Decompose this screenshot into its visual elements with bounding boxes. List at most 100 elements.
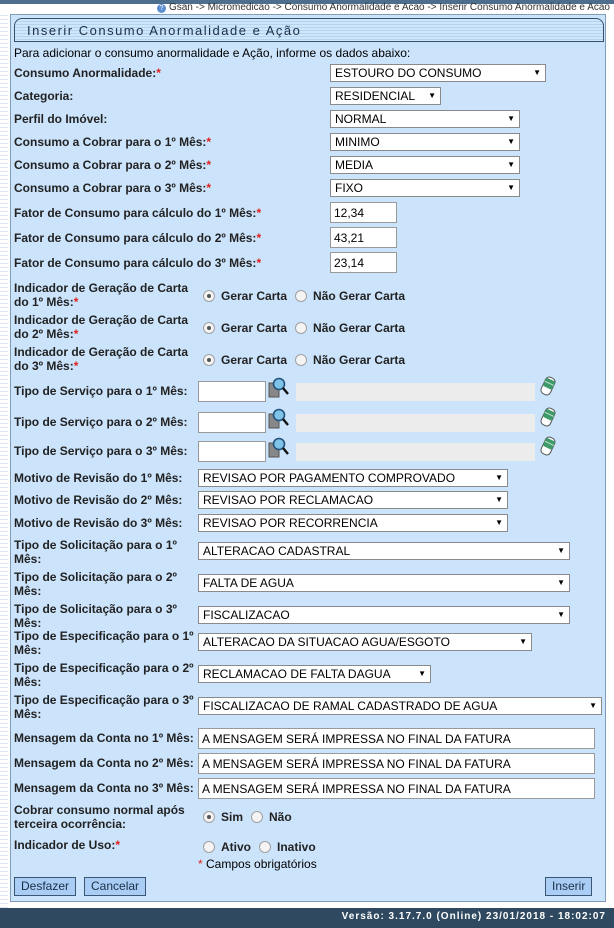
servico1-code-input[interactable]: [198, 381, 266, 402]
perfil-select[interactable]: NORMAL: [330, 110, 520, 128]
required-note-text: Campos obrigatórios: [206, 857, 317, 871]
breadcrumb: ? Gsan -> Micromedicao -> Consumo Anormal…: [156, 2, 610, 13]
label-text: Indicador de Uso:: [14, 838, 116, 852]
fator1-input[interactable]: 12,34: [330, 202, 397, 223]
fator3-label: Fator de Consumo para cálculo do 3º Mês:…: [14, 256, 261, 270]
cobrar2-select[interactable]: MEDIA: [330, 156, 520, 174]
radio-label: Não: [269, 810, 292, 824]
label-line: do 1º Mês:: [14, 295, 74, 309]
motivo2-select[interactable]: REVISAO POR RECLAMACAO: [198, 491, 508, 509]
servico3-eraser-icon[interactable]: [540, 436, 556, 456]
required-star: *: [256, 256, 262, 270]
cancel-button[interactable]: Cancelar: [84, 877, 147, 896]
cobrar1-label: Consumo a Cobrar para o 1º Mês:*: [14, 135, 211, 149]
carta3-label: Indicador de Geração de Carta do 3º Mês:*: [14, 345, 188, 373]
radio-label: Não Gerar Carta: [313, 321, 406, 335]
fator2-label: Fator de Consumo para cálculo do 2º Mês:…: [14, 231, 261, 245]
radio-sim[interactable]: [203, 811, 215, 823]
espec2-label: Tipo de Especificação para o 2º Mês:: [14, 661, 194, 689]
label-line: Indicador de Geração de Carta: [14, 345, 189, 359]
servico2-eraser-icon[interactable]: [540, 407, 556, 427]
required-star: *: [256, 206, 262, 220]
version-footer: Versão: 3.17.7.0 (Online) 23/01/2018 - 1…: [0, 908, 614, 928]
espec3-select[interactable]: FISCALIZACAO DE RAMAL CADASTRADO DE AGUA: [198, 697, 602, 715]
solic2-label: Tipo de Solicitação para o 2º Mês:: [14, 570, 177, 598]
instruction-text: Para adicionar o consumo anormalidade e …: [14, 46, 411, 60]
radio-não[interactable]: [251, 811, 264, 823]
radio-nao-gerar[interactable]: [295, 322, 308, 334]
label-line: Tipo de Especificação para o 1º: [14, 629, 194, 643]
cobrar3-select[interactable]: FIXO: [330, 179, 520, 197]
label-line: Tipo de Solicitação para o 3º: [14, 602, 177, 616]
msg1-input[interactable]: A MENSAGEM SERÁ IMPRESSA NO FINAL DA FAT…: [198, 728, 595, 749]
msg2-input[interactable]: A MENSAGEM SERÁ IMPRESSA NO FINAL DA FAT…: [198, 753, 595, 774]
servico1-search-icon[interactable]: [268, 377, 289, 398]
solic3-label: Tipo de Solicitação para o 3º Mês:: [14, 602, 177, 630]
help-icon[interactable]: ?: [156, 4, 166, 13]
solic1-label: Tipo de Solicitação para o 1º Mês:: [14, 538, 177, 566]
label-line: Cobrar consumo normal após: [14, 803, 185, 817]
radio-gerar[interactable]: [203, 354, 215, 366]
label-line: Mês:: [14, 552, 42, 566]
radio-ativo[interactable]: [203, 841, 215, 853]
label-line: do 3º Mês:: [14, 359, 74, 373]
label-text: Tipo de Serviço para o 1º Mês:: [14, 384, 188, 398]
undo-button[interactable]: Desfazer: [14, 877, 77, 896]
fator1-label: Fator de Consumo para cálculo do 1º Mês:…: [14, 206, 261, 220]
radio-nao-gerar[interactable]: [295, 290, 308, 302]
label-line: Mês:: [14, 675, 42, 689]
perfil-label: Perfil do Imóvel:: [14, 112, 107, 126]
servico2-code-input[interactable]: [198, 412, 266, 433]
left-decoration: [0, 12, 8, 908]
radio-label: Gerar Carta: [221, 289, 288, 303]
radio-gerar[interactable]: [203, 322, 215, 334]
required-star: *: [206, 181, 212, 195]
servico3-code-input[interactable]: [198, 441, 266, 462]
radio-label: Não Gerar Carta: [313, 289, 406, 303]
motivo3-label: Motivo de Revisão do 3º Mês:: [14, 516, 182, 530]
servico2-search-icon[interactable]: [268, 408, 289, 429]
categoria-select[interactable]: RESIDENCIAL: [330, 87, 441, 105]
label-text: Fator de Consumo para cálculo do 1º Mês:: [14, 206, 257, 220]
uso-label: Indicador de Uso:*: [14, 838, 120, 852]
label-line: Indicador de Geração de Carta: [14, 313, 189, 327]
label-line: Tipo de Especificação para o 2º: [14, 661, 194, 675]
label-text: Mensagem da Conta no 2º Mês:: [14, 756, 194, 770]
cobrar1-select[interactable]: MINIMO: [330, 133, 520, 151]
uso-radio-group: Ativo Inativo: [203, 840, 324, 854]
radio-gerar[interactable]: [203, 290, 215, 302]
fator2-input[interactable]: 43,21: [330, 227, 397, 248]
radio-inativo[interactable]: [259, 841, 271, 853]
solic1-select[interactable]: ALTERACAO CADASTRAL: [198, 542, 570, 560]
motivo3-select[interactable]: REVISAO POR RECORRENCIA: [198, 514, 508, 532]
radio-nao-gerar[interactable]: [295, 354, 308, 366]
servico1-description: [296, 383, 535, 401]
espec2-select[interactable]: RECLAMACAO DE FALTA DAGUA: [198, 665, 431, 683]
insert-button[interactable]: Inserir: [545, 877, 593, 896]
label-text: Tipo de Serviço para o 2º Mês:: [14, 415, 188, 429]
cobrar_normal-label: Cobrar consumo normal após terceira ocorr…: [14, 803, 185, 831]
carta2-radio-group: Gerar Carta Não Gerar Carta: [203, 321, 413, 335]
solic2-select[interactable]: FALTA DE AGUA: [198, 574, 570, 592]
label-line: Mês:: [14, 616, 42, 630]
label-text: Fator de Consumo para cálculo do 3º Mês:: [14, 256, 257, 270]
servico1-eraser-icon[interactable]: [540, 376, 556, 396]
label-line: Tipo de Solicitação para o 1º: [14, 538, 177, 552]
servico3-search-icon[interactable]: [268, 437, 289, 458]
solic3-select[interactable]: FISCALIZACAO: [198, 606, 570, 624]
msg3-input[interactable]: A MENSAGEM SERÁ IMPRESSA NO FINAL DA FAT…: [198, 778, 595, 799]
required-star: *: [256, 231, 262, 245]
motivo1-select[interactable]: REVISAO POR PAGAMENTO COMPROVADO: [198, 469, 508, 487]
radio-label: Inativo: [277, 840, 316, 854]
required-star: *: [198, 857, 203, 871]
fator3-input[interactable]: 23,14: [330, 252, 397, 273]
radio-label: Ativo: [221, 840, 251, 854]
label-text: Consumo Anormalidade:: [14, 66, 157, 80]
carta3-radio-group: Gerar Carta Não Gerar Carta: [203, 353, 413, 367]
anormalidade-select[interactable]: ESTOURO DO CONSUMO: [330, 64, 546, 82]
espec1-select[interactable]: ALTERACAO DA SITUACAO AGUA/ESGOTO: [198, 633, 532, 651]
required-star: *: [73, 359, 79, 373]
radio-label: Gerar Carta: [221, 321, 288, 335]
radio-label: Sim: [221, 810, 244, 824]
required-star: *: [206, 158, 212, 172]
